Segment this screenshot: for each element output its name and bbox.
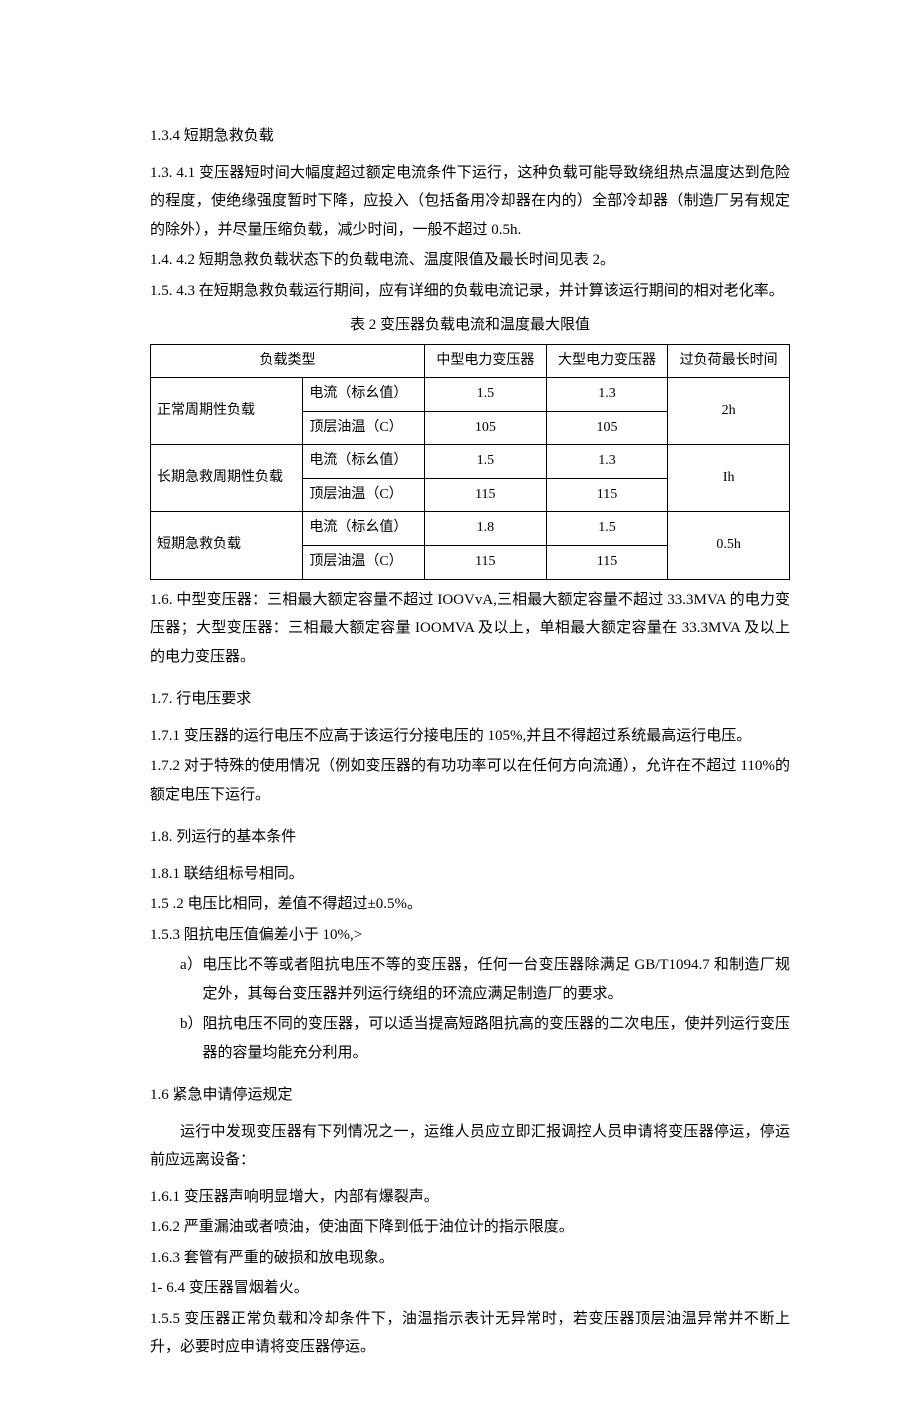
cell-label: 顶层油温（C） <box>303 546 425 580</box>
table-load-limits: 负载类型 中型电力变压器 大型电力变压器 过负荷最长时间 正常周期性负载 电流（… <box>150 344 790 580</box>
para-1-8-1: 1.8.1 联结组标号相同。 <box>150 860 790 889</box>
cell-time: 2h <box>668 378 790 445</box>
cell: 1.3 <box>546 378 668 412</box>
th-maxtime: 过负荷最长时间 <box>668 344 790 378</box>
heading-1-7: 1.7. 行电压要求 <box>150 685 790 714</box>
table-caption: 表 2 变压器负载电流和温度最大限值 <box>150 311 790 340</box>
para-1-5-4-3: 1.5. 4.3 在短期急救负载运行期间，应有详细的负载电流记录，并计算该运行期… <box>150 277 790 306</box>
cell-label: 电流（标幺值） <box>303 378 425 412</box>
cell: 1.3 <box>546 445 668 479</box>
cell: 105 <box>425 411 547 445</box>
cell: 115 <box>546 546 668 580</box>
para-1-6-intro: 运行中发现变压器有下列情况之一，运维人员应立即汇报调控人员申请将变压器停运，停运… <box>150 1118 790 1175</box>
table-header-row: 负载类型 中型电力变压器 大型电力变压器 过负荷最长时间 <box>151 344 790 378</box>
para-1-6-1: 1.6.1 变压器声响明显增大，内部有爆裂声。 <box>150 1183 790 1212</box>
para-1-5-3: 1.5.3 阻抗电压值偏差小于 10%,> <box>150 921 790 950</box>
cell: 1.5 <box>425 445 547 479</box>
para-1-5-2: 1.5 .2 电压比相同，差值不得超过±0.5%。 <box>150 890 790 919</box>
para-1-4-4-2: 1.4. 4.2 短期急救负载状态下的负载电流、温度限值及最长时间见表 2。 <box>150 246 790 275</box>
heading-1-8: 1.8. 列运行的基本条件 <box>150 823 790 852</box>
cell-label: 电流（标幺值） <box>303 445 425 479</box>
th-load-type: 负载类型 <box>151 344 425 378</box>
para-1-6-3: 1.6.3 套管有严重的破损和放电现象。 <box>150 1244 790 1273</box>
th-large: 大型电力变压器 <box>546 344 668 378</box>
cell-group-0: 正常周期性负载 <box>151 378 303 445</box>
cell: 115 <box>425 546 547 580</box>
cell: 1.5 <box>546 512 668 546</box>
para-1-5-5: 1.5.5 变压器正常负载和冷却条件下，油温指示表计无异常时，若变压器顶层油温异… <box>150 1305 790 1362</box>
cell-time: Ih <box>668 445 790 512</box>
para-1-5-3-b: b）阻抗电压不同的变压器，可以适当提高短路阻抗高的变压器的二次电压，使并列运行变… <box>150 1010 790 1067</box>
para-1-5-3-a: a）电压比不等或者阻抗电压不等的变压器，任何一台变压器除满足 GB/T1094.… <box>150 951 790 1008</box>
para-1-3-4-1: 1.3. 4.1 变压器短时间大幅度超过额定电流条件下运行，这种负载可能导致绕组… <box>150 159 790 245</box>
table-row: 正常周期性负载 电流（标幺值） 1.5 1.3 2h <box>151 378 790 412</box>
cell-time: 0.5h <box>668 512 790 579</box>
para-1-6-2: 1.6.2 严重漏油或者喷油，使油面下降到低于油位计的指示限度。 <box>150 1213 790 1242</box>
cell-group-2: 短期急救负载 <box>151 512 303 579</box>
cell: 115 <box>425 478 547 512</box>
cell: 1.5 <box>425 378 547 412</box>
th-medium: 中型电力变压器 <box>425 344 547 378</box>
para-1-6-4: 1- 6.4 变压器冒烟着火。 <box>150 1274 790 1303</box>
cell-label: 电流（标幺值） <box>303 512 425 546</box>
table-row: 长期急救周期性负载 电流（标幺值） 1.5 1.3 Ih <box>151 445 790 479</box>
para-1-7-1: 1.7.1 变压器的运行电压不应高于该运行分接电压的 105%,并且不得超过系统… <box>150 722 790 751</box>
cell-group-1: 长期急救周期性负载 <box>151 445 303 512</box>
para-1-7-2: 1.7.2 对于特殊的使用情况（例如变压器的有功功率可以在任何方向流通），允许在… <box>150 752 790 809</box>
heading-1-3-4: 1.3.4 短期急救负载 <box>150 122 790 151</box>
table-row: 短期急救负载 电流（标幺值） 1.8 1.5 0.5h <box>151 512 790 546</box>
cell: 105 <box>546 411 668 445</box>
heading-1-6b: 1.6 紧急申请停运规定 <box>150 1081 790 1110</box>
cell: 115 <box>546 478 668 512</box>
cell: 1.8 <box>425 512 547 546</box>
cell-label: 顶层油温（C） <box>303 411 425 445</box>
cell-label: 顶层油温（C） <box>303 478 425 512</box>
para-1-6-note: 1.6. 中型变压器：三相最大额定容量不超过 IOOVvA,三相最大额定容量不超… <box>150 586 790 672</box>
